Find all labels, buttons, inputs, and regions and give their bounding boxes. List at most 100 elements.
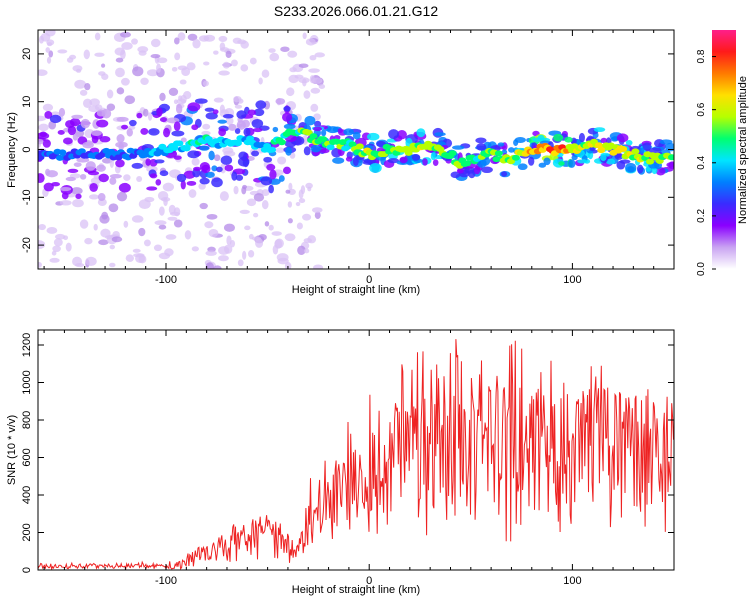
heatmap-cell bbox=[277, 156, 287, 165]
heatmap-cell bbox=[131, 215, 144, 223]
heatmap-cell bbox=[38, 138, 44, 145]
heatmap-cell bbox=[266, 163, 276, 171]
heatmap-cell bbox=[577, 159, 588, 164]
heatmap-cell bbox=[49, 257, 60, 263]
heatmap-cell bbox=[208, 150, 215, 161]
heatmap-cell bbox=[268, 48, 276, 53]
heatmap-cell bbox=[272, 244, 279, 255]
heatmap-ridge-cell bbox=[494, 150, 503, 157]
heatmap-cell bbox=[137, 46, 149, 53]
heatmap-cell bbox=[310, 87, 321, 94]
heatmap-cell bbox=[73, 162, 82, 167]
heatmap-cell bbox=[40, 32, 51, 42]
heatmap-cell bbox=[126, 128, 133, 137]
heatmap-cell bbox=[142, 108, 149, 117]
heatmap-cell bbox=[345, 156, 353, 162]
heatmap-x-tick-label: 100 bbox=[563, 274, 581, 286]
heatmap-cell bbox=[366, 132, 380, 141]
heatmap-cell bbox=[204, 221, 214, 229]
heatmap-cell bbox=[147, 112, 153, 121]
heatmap-cell bbox=[75, 193, 82, 200]
heatmap-cell bbox=[639, 147, 645, 154]
snr-y-tick-label: 1000 bbox=[21, 370, 33, 394]
heatmap-cell bbox=[146, 186, 158, 191]
heatmap-cell bbox=[74, 79, 86, 89]
heatmap-cell bbox=[187, 102, 201, 112]
colorbar-label: Normalized spectral amplitude bbox=[737, 76, 749, 224]
heatmap-cell bbox=[399, 156, 408, 164]
heatmap-cell bbox=[606, 158, 616, 165]
heatmap-cell bbox=[219, 191, 229, 202]
heatmap-cell bbox=[101, 211, 109, 220]
heatmap-cell bbox=[269, 169, 277, 180]
heatmap-cell bbox=[109, 158, 114, 168]
snr-series bbox=[38, 339, 674, 570]
heatmap-cell bbox=[218, 128, 227, 137]
heatmap-cell bbox=[264, 221, 270, 227]
snr-line bbox=[38, 339, 674, 570]
heatmap-cell bbox=[211, 165, 218, 172]
heatmap-cell bbox=[285, 146, 292, 156]
heatmap-cell bbox=[131, 162, 144, 169]
heatmap-cell bbox=[121, 42, 133, 50]
heatmap-cell bbox=[248, 250, 255, 258]
heatmap-cell bbox=[302, 78, 307, 87]
heatmap-cell bbox=[194, 98, 208, 104]
heatmap-cell bbox=[44, 110, 53, 119]
heatmap-cell bbox=[416, 128, 426, 138]
heatmap-cell bbox=[76, 157, 90, 163]
heatmap-cell bbox=[268, 184, 274, 194]
heatmap-cell bbox=[206, 213, 218, 220]
heatmap-cell bbox=[116, 116, 129, 122]
heatmap-cell bbox=[568, 159, 576, 168]
heatmap-cell bbox=[411, 153, 421, 161]
heatmap-cell bbox=[578, 132, 585, 143]
heatmap-cell bbox=[600, 154, 607, 162]
heatmap-cell bbox=[283, 123, 296, 130]
heatmap-cell bbox=[193, 166, 202, 171]
heatmap-cell bbox=[287, 201, 293, 208]
heatmap-cell bbox=[305, 182, 313, 189]
heatmap-cell bbox=[177, 32, 186, 41]
heatmap-cell bbox=[616, 133, 629, 143]
heatmap-cell bbox=[659, 139, 673, 145]
heatmap-ridge-cell bbox=[463, 160, 472, 167]
heatmap-cell bbox=[138, 227, 146, 237]
heatmap-cell bbox=[97, 193, 106, 202]
heatmap-cell bbox=[636, 164, 644, 174]
heatmap-cell bbox=[38, 262, 42, 268]
heatmap-cell bbox=[149, 173, 158, 179]
heatmap-cell bbox=[302, 213, 312, 221]
heatmap-cell bbox=[302, 32, 307, 40]
heatmap-ridge-cell bbox=[268, 146, 277, 153]
heatmap-cell bbox=[66, 57, 74, 63]
heatmap-cell bbox=[251, 118, 264, 129]
heatmap-cell bbox=[211, 177, 223, 188]
heatmap-cell bbox=[313, 113, 321, 121]
heatmap-cell bbox=[303, 146, 311, 156]
heatmap-cell bbox=[88, 105, 100, 113]
heatmap-cell bbox=[59, 186, 72, 192]
heatmap-cell bbox=[52, 245, 61, 253]
heatmap-cell bbox=[205, 262, 214, 269]
heatmap-cell bbox=[115, 57, 124, 63]
colorbar-tick-label: 0.4 bbox=[696, 155, 707, 169]
heatmap-cell bbox=[54, 233, 66, 240]
heatmap-cell bbox=[246, 198, 257, 207]
heatmap-cell bbox=[87, 170, 100, 176]
heatmap-cell bbox=[528, 156, 535, 166]
heatmap-cell bbox=[285, 189, 291, 194]
heatmap-cell bbox=[59, 200, 72, 206]
heatmap-cell bbox=[217, 119, 227, 124]
heatmap-cell bbox=[625, 140, 633, 146]
heatmap-cell bbox=[558, 161, 565, 166]
heatmap-cell bbox=[296, 222, 303, 230]
heatmap-cell bbox=[213, 154, 221, 162]
heatmap-cell bbox=[186, 180, 197, 186]
heatmap-cell bbox=[94, 32, 101, 41]
snr-x-tick-label: 100 bbox=[563, 575, 581, 587]
heatmap-cell bbox=[46, 56, 52, 64]
heatmap-cell bbox=[387, 158, 400, 164]
heatmap-cell bbox=[481, 166, 493, 174]
